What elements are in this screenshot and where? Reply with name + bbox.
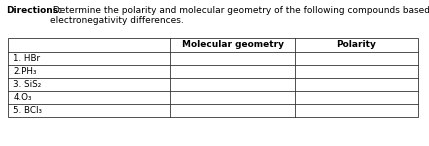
Bar: [8, 38, 418, 117]
Text: Determine the polarity and molecular geometry of the following compounds based o: Determine the polarity and molecular geo…: [50, 6, 429, 25]
Text: 5. BCl₃: 5. BCl₃: [13, 106, 42, 115]
Text: 3. SiS₂: 3. SiS₂: [13, 80, 41, 89]
Text: 1. HBr: 1. HBr: [13, 54, 40, 63]
Text: Polarity: Polarity: [337, 40, 376, 49]
Text: 2.PH₃: 2.PH₃: [13, 67, 36, 76]
Text: 4.O₃: 4.O₃: [13, 93, 32, 102]
Text: Directions:: Directions:: [6, 6, 62, 15]
Text: Molecular geometry: Molecular geometry: [181, 40, 284, 49]
